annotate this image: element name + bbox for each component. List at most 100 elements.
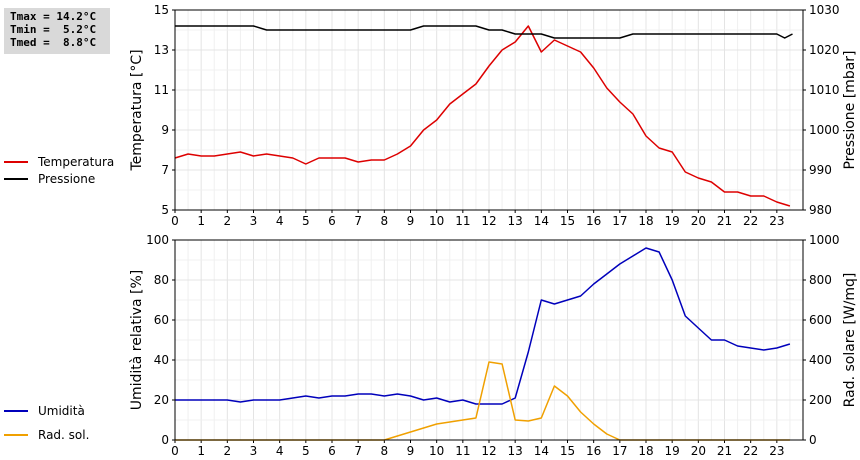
x-tick-label-bottom-22: 22 bbox=[743, 444, 758, 458]
x-tick-label-top-6: 6 bbox=[328, 214, 336, 228]
x-tick-label-bottom-14: 14 bbox=[534, 444, 549, 458]
y2-tick-label-bottom-800: 800 bbox=[809, 273, 832, 287]
x-tick-label-bottom-23: 23 bbox=[769, 444, 784, 458]
x-tick-label-top-0: 0 bbox=[171, 214, 179, 228]
tmax-text: Tmax = 14.2°C bbox=[10, 10, 97, 23]
legend-item-temperatura: Temperatura bbox=[4, 153, 114, 170]
tmin-text: Tmin = 5.2°C bbox=[10, 23, 97, 36]
x-tick-label-bottom-3: 3 bbox=[250, 444, 258, 458]
x-tick-label-bottom-21: 21 bbox=[717, 444, 732, 458]
x-tick-label-bottom-10: 10 bbox=[429, 444, 444, 458]
y-tick-label-bottom-60: 60 bbox=[154, 313, 169, 327]
x-tick-label-bottom-13: 13 bbox=[508, 444, 523, 458]
x-tick-label-top-23: 23 bbox=[769, 214, 784, 228]
x-tick-label-bottom-5: 5 bbox=[302, 444, 310, 458]
x-tick-label-top-3: 3 bbox=[250, 214, 258, 228]
x-tick-label-top-22: 22 bbox=[743, 214, 758, 228]
stats-box: Tmax = 14.2°C Tmin = 5.2°C Tmed = 8.8°C bbox=[4, 8, 110, 54]
y2-tick-label-top-1010: 1010 bbox=[809, 83, 840, 97]
x-tick-label-bottom-1: 1 bbox=[197, 444, 205, 458]
x-tick-label-bottom-11: 11 bbox=[455, 444, 470, 458]
x-tick-label-top-2: 2 bbox=[224, 214, 232, 228]
x-tick-label-bottom-4: 4 bbox=[276, 444, 284, 458]
y-axis-label-bottom: Umidità relativa [%] bbox=[129, 270, 145, 411]
y-tick-label-bottom-80: 80 bbox=[154, 273, 169, 287]
x-tick-label-bottom-20: 20 bbox=[691, 444, 706, 458]
legend-label-radsol: Rad. sol. bbox=[38, 427, 90, 442]
y-tick-label-top-5: 5 bbox=[161, 203, 169, 217]
y2-tick-label-top-1000: 1000 bbox=[809, 123, 840, 137]
y-tick-label-top-15: 15 bbox=[154, 3, 169, 17]
x-tick-label-bottom-9: 9 bbox=[407, 444, 415, 458]
x-tick-label-bottom-2: 2 bbox=[224, 444, 232, 458]
y-tick-label-top-7: 7 bbox=[161, 163, 169, 177]
legend-bottom: Umidità Rad. sol. bbox=[4, 404, 89, 443]
x-tick-label-top-16: 16 bbox=[586, 214, 601, 228]
x-tick-label-top-8: 8 bbox=[381, 214, 389, 228]
x-tick-label-bottom-7: 7 bbox=[354, 444, 362, 458]
legend-item-umidita: Umidità bbox=[4, 402, 89, 419]
x-tick-label-bottom-15: 15 bbox=[560, 444, 575, 458]
legend-swatch-pressione bbox=[4, 177, 28, 180]
x-tick-label-top-20: 20 bbox=[691, 214, 706, 228]
x-tick-label-top-7: 7 bbox=[354, 214, 362, 228]
series-line-umidit bbox=[175, 247, 791, 405]
x-tick-label-bottom-12: 12 bbox=[481, 444, 496, 458]
y-tick-label-bottom-40: 40 bbox=[154, 353, 169, 367]
x-tick-label-top-17: 17 bbox=[612, 214, 627, 228]
x-tick-label-top-5: 5 bbox=[302, 214, 310, 228]
x-tick-label-bottom-8: 8 bbox=[381, 444, 389, 458]
x-tick-label-bottom-19: 19 bbox=[665, 444, 680, 458]
y2-tick-label-bottom-1000: 1000 bbox=[809, 233, 840, 247]
x-tick-label-top-12: 12 bbox=[481, 214, 496, 228]
y2-tick-label-bottom-400: 400 bbox=[809, 353, 832, 367]
plot-frame-bottom bbox=[174, 239, 804, 441]
y2-axis-label-top: Pressione [mbar] bbox=[842, 50, 858, 169]
x-tick-label-bottom-18: 18 bbox=[638, 444, 653, 458]
x-tick-label-top-4: 4 bbox=[276, 214, 284, 228]
y2-tick-label-bottom-600: 600 bbox=[809, 313, 832, 327]
legend-swatch-radsol bbox=[4, 433, 28, 436]
x-tick-label-top-13: 13 bbox=[508, 214, 523, 228]
x-tick-label-top-19: 19 bbox=[665, 214, 680, 228]
x-tick-label-bottom-17: 17 bbox=[612, 444, 627, 458]
x-tick-label-top-15: 15 bbox=[560, 214, 575, 228]
y2-tick-label-bottom-0: 0 bbox=[809, 433, 817, 447]
y2-tick-label-top-980: 980 bbox=[809, 203, 832, 217]
y2-tick-label-top-1020: 1020 bbox=[809, 43, 840, 57]
series-line-rad-sol bbox=[175, 361, 790, 441]
x-tick-label-top-21: 21 bbox=[717, 214, 732, 228]
y-tick-label-bottom-100: 100 bbox=[146, 233, 169, 247]
x-tick-label-top-9: 9 bbox=[407, 214, 415, 228]
legend-item-radsol: Rad. sol. bbox=[4, 426, 89, 443]
y2-tick-label-top-990: 990 bbox=[809, 163, 832, 177]
x-tick-label-top-11: 11 bbox=[455, 214, 470, 228]
legend-swatch-umidita bbox=[4, 409, 28, 412]
y-tick-label-bottom-20: 20 bbox=[154, 393, 169, 407]
series-line-temperatura bbox=[174, 25, 791, 207]
legend-label-umidita: Umidità bbox=[38, 403, 85, 418]
y2-tick-label-bottom-200: 200 bbox=[809, 393, 832, 407]
tmed-text: Tmed = 8.8°C bbox=[10, 36, 97, 49]
y-axis-label-top: Temperatura [°C] bbox=[129, 49, 145, 171]
x-tick-label-top-18: 18 bbox=[638, 214, 653, 228]
x-tick-label-bottom-16: 16 bbox=[586, 444, 601, 458]
y-tick-label-top-11: 11 bbox=[154, 83, 169, 97]
legend-item-pressione: Pressione bbox=[4, 170, 114, 187]
y-tick-label-bottom-0: 0 bbox=[161, 433, 169, 447]
y-tick-label-top-9: 9 bbox=[161, 123, 169, 137]
legend-top: Temperatura Pressione bbox=[4, 153, 114, 187]
legend-swatch-temperatura bbox=[4, 160, 28, 163]
y-tick-label-top-13: 13 bbox=[154, 43, 169, 57]
y2-axis-label-bottom: Rad. solare [W/mq] bbox=[842, 273, 858, 408]
x-tick-label-top-14: 14 bbox=[534, 214, 549, 228]
legend-label-pressione: Pressione bbox=[38, 171, 96, 186]
x-tick-label-top-10: 10 bbox=[429, 214, 444, 228]
x-tick-label-bottom-0: 0 bbox=[171, 444, 179, 458]
x-tick-label-bottom-6: 6 bbox=[328, 444, 336, 458]
x-tick-label-top-1: 1 bbox=[197, 214, 205, 228]
plot-frame-top bbox=[174, 9, 804, 211]
series-line-pressione bbox=[175, 25, 793, 39]
legend-label-temperatura: Temperatura bbox=[38, 154, 115, 169]
